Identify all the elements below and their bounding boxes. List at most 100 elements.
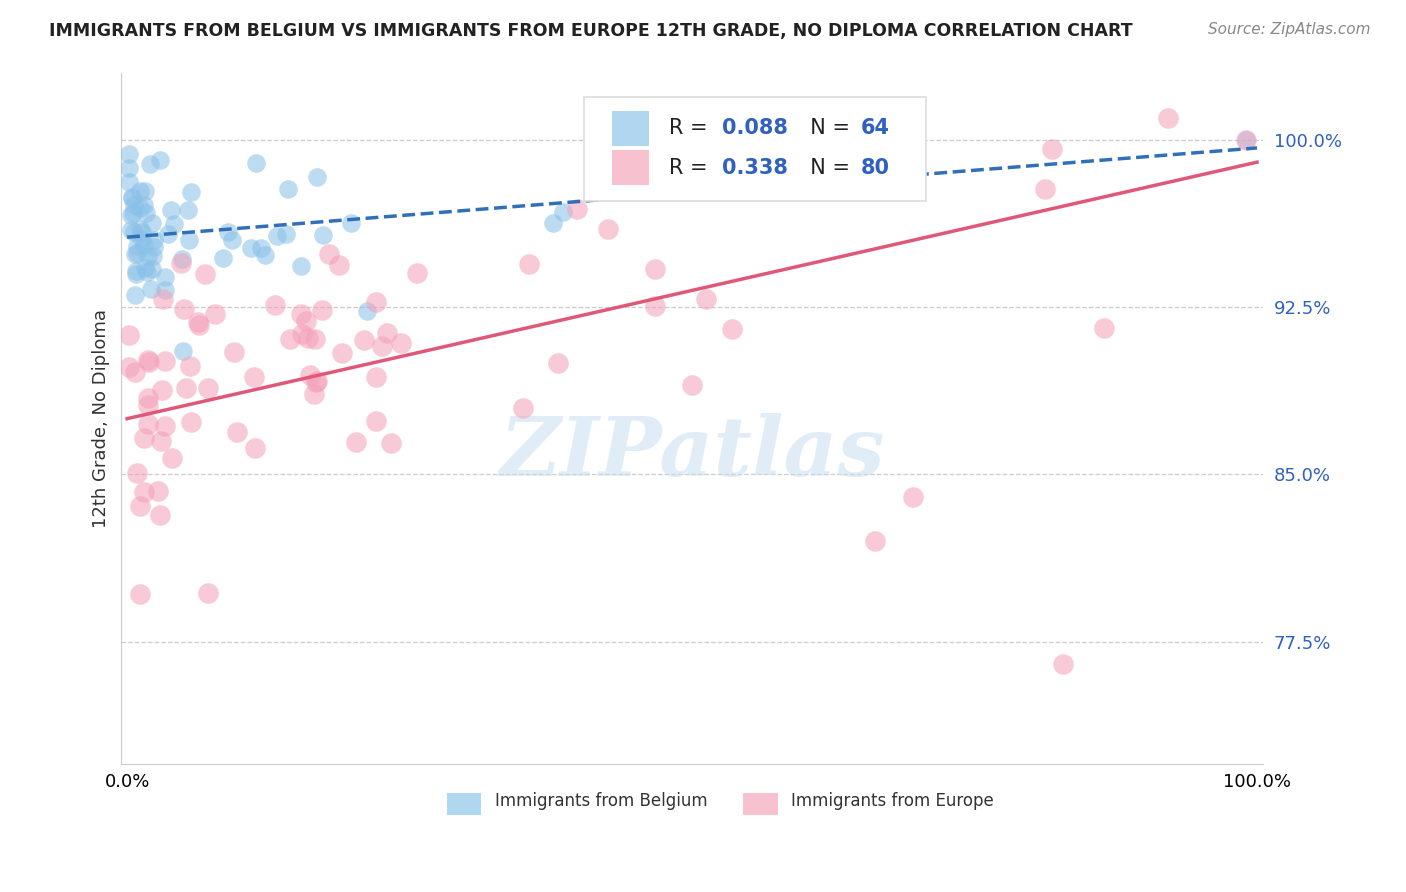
Point [801, 125, 824, 139]
Point [180, 415, 202, 429]
Point [1157, 111, 1180, 125]
Point [118, 147, 141, 161]
Point [120, 223, 142, 237]
Point [278, 332, 301, 346]
Point [305, 375, 328, 389]
Point [598, 222, 620, 236]
Text: 0.088: 0.088 [721, 119, 787, 138]
Point [141, 261, 163, 276]
Point [142, 249, 165, 263]
Point [121, 190, 143, 204]
Point [226, 425, 249, 439]
Point [129, 184, 152, 198]
Point [162, 451, 184, 466]
Point [695, 292, 717, 306]
Point [131, 232, 153, 246]
Point [221, 233, 243, 247]
Text: N =: N = [797, 119, 856, 138]
Point [222, 345, 245, 359]
Point [149, 153, 172, 167]
Point [129, 500, 152, 514]
Point [118, 327, 141, 342]
Point [152, 292, 174, 306]
Text: Source: ZipAtlas.com: Source: ZipAtlas.com [1208, 22, 1371, 37]
Point [217, 225, 239, 239]
Point [291, 326, 314, 341]
Point [295, 314, 318, 328]
Point [136, 264, 159, 278]
Point [138, 354, 160, 368]
Point [211, 251, 233, 265]
Point [136, 391, 159, 405]
Point [364, 369, 387, 384]
Point [245, 441, 267, 455]
Point [179, 359, 201, 373]
Point [344, 434, 367, 449]
Point [125, 264, 148, 278]
Point [187, 315, 209, 329]
Point [863, 534, 886, 549]
Text: N =: N = [797, 158, 856, 178]
Point [129, 201, 152, 215]
Point [149, 434, 172, 448]
Point [155, 283, 177, 297]
Point [328, 258, 350, 272]
Point [305, 375, 328, 389]
Point [170, 252, 193, 266]
Point [173, 301, 195, 316]
Point [389, 336, 412, 351]
Point [512, 401, 534, 415]
Point [136, 352, 159, 367]
Point [1033, 182, 1056, 196]
Point [297, 331, 319, 345]
Point [122, 225, 145, 239]
Point [547, 355, 569, 369]
Point [124, 365, 146, 379]
Point [254, 248, 277, 262]
Point [340, 216, 363, 230]
Point [318, 246, 340, 260]
Point [240, 241, 263, 255]
Point [122, 198, 145, 212]
Point [118, 161, 141, 176]
Point [377, 326, 399, 340]
Point [277, 182, 299, 196]
Point [364, 414, 387, 428]
Point [567, 202, 589, 216]
Point [134, 237, 156, 252]
Point [131, 225, 153, 239]
Point [124, 288, 146, 302]
Point [1040, 142, 1063, 156]
Point [356, 303, 378, 318]
Point [263, 298, 285, 312]
Point [134, 260, 156, 275]
Point [143, 233, 166, 247]
Point [157, 227, 180, 242]
Text: R =: R = [669, 158, 714, 178]
Text: 0.338: 0.338 [721, 158, 787, 178]
FancyBboxPatch shape [612, 111, 648, 145]
Point [138, 157, 160, 171]
Point [519, 257, 541, 271]
Text: 64: 64 [860, 119, 890, 138]
Point [141, 283, 163, 297]
Point [311, 302, 333, 317]
Point [1234, 133, 1257, 147]
Point [405, 266, 427, 280]
Point [274, 227, 297, 241]
FancyBboxPatch shape [583, 97, 927, 201]
Point [141, 216, 163, 230]
Point [543, 216, 565, 230]
FancyBboxPatch shape [612, 151, 648, 185]
Text: Immigrants from Europe: Immigrants from Europe [792, 792, 994, 810]
Point [124, 247, 146, 261]
Point [204, 307, 226, 321]
Point [901, 490, 924, 504]
Text: 80: 80 [860, 158, 890, 178]
Point [720, 321, 742, 335]
Point [177, 202, 200, 217]
Point [243, 370, 266, 384]
Point [118, 175, 141, 189]
Point [153, 354, 176, 368]
Point [304, 333, 326, 347]
